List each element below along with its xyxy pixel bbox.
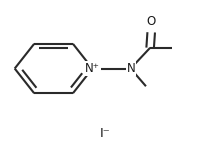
Text: I⁻: I⁻ <box>100 128 110 140</box>
Text: N: N <box>127 62 136 75</box>
Text: N⁺: N⁺ <box>85 62 100 75</box>
Text: O: O <box>147 16 156 28</box>
